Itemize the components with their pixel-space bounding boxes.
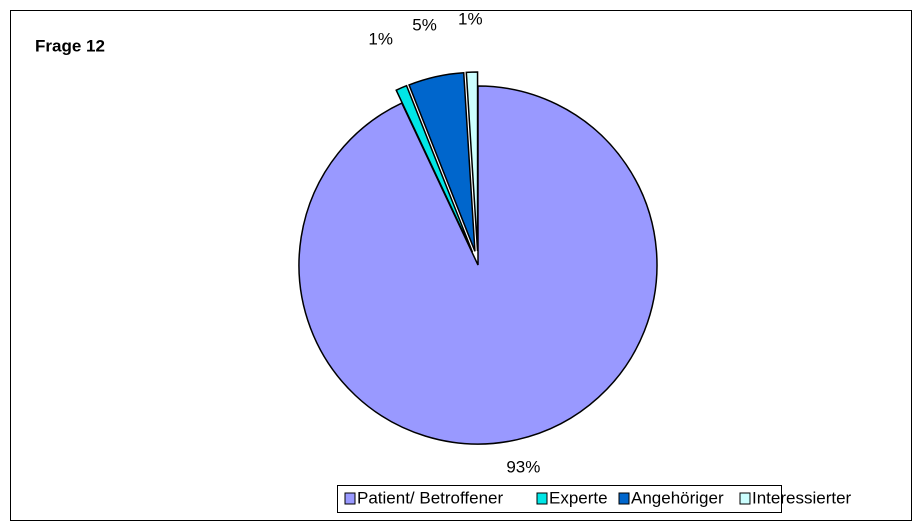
data-label: 1%	[368, 30, 393, 49]
legend-swatch	[536, 492, 548, 505]
legend-box	[337, 485, 782, 513]
data-label: 93%	[506, 457, 540, 476]
data-label: 5%	[412, 15, 437, 34]
chart-title: Frage 12	[35, 36, 105, 55]
legend-label: Interessierter	[752, 488, 852, 507]
pie-slice	[408, 71, 476, 252]
legend-swatch	[344, 492, 356, 505]
legend-label: Patient/ Betroffener	[357, 488, 504, 507]
pie-slice	[298, 85, 658, 445]
pie-slice	[465, 71, 479, 252]
legend-label: Experte	[549, 488, 608, 507]
legend-swatch	[739, 492, 751, 505]
legend-swatch	[618, 492, 630, 505]
data-label: 1%	[458, 10, 483, 29]
legend-label: Angehöriger	[631, 488, 724, 507]
pie-slice	[395, 84, 474, 253]
